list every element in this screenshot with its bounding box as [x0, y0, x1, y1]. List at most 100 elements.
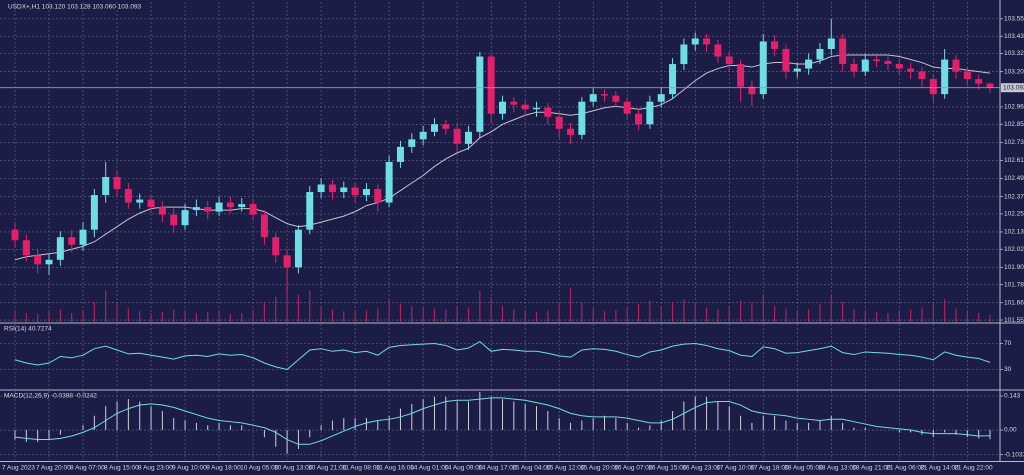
candle-body	[34, 255, 42, 265]
x-tick-label: 10 Aug 21:00	[308, 465, 347, 472]
current-price-label: 103.093	[1003, 84, 1024, 91]
candle-body	[45, 259, 53, 265]
candle-body	[703, 38, 711, 45]
x-tick-label: 18 Aug 13:00	[818, 465, 857, 472]
candle-body	[748, 86, 756, 95]
candle-body	[453, 128, 461, 144]
candle-body	[691, 38, 699, 45]
y-tick-label: 103.435	[1004, 33, 1024, 40]
candle-body	[680, 44, 688, 65]
candle-body	[975, 79, 983, 84]
candle-body	[113, 176, 121, 190]
candle-body	[963, 71, 971, 80]
current-price-box	[1001, 83, 1024, 93]
candle-body	[544, 107, 552, 117]
x-tick-label: 14 Aug 17:00	[478, 465, 517, 472]
candle-body	[782, 48, 790, 72]
x-tick-label: 18 Aug 05:00	[784, 465, 823, 472]
candle-body	[385, 161, 393, 203]
candle-body	[442, 124, 450, 129]
candle-body	[941, 59, 949, 95]
candle-body	[147, 199, 155, 208]
candle-body	[816, 48, 824, 60]
candle-body	[714, 44, 722, 57]
candle-body	[362, 189, 370, 196]
candle-body	[90, 195, 98, 230]
y-tick-label: 102.610	[1004, 157, 1024, 164]
candle-body	[907, 68, 915, 72]
x-tick-label: 21 Aug 14:00	[920, 465, 959, 472]
y-tick-label: 101.665	[1004, 299, 1024, 306]
x-tick-label: 9 Aug 10:00	[172, 465, 207, 472]
candle-body	[601, 94, 609, 96]
candle-body	[158, 207, 166, 215]
candle-body	[294, 229, 302, 268]
candle-body	[635, 113, 643, 125]
y-tick-label: 102.965	[1004, 104, 1024, 111]
x-tick-label: 17 Aug 10:00	[716, 465, 755, 472]
candle-body	[725, 56, 733, 65]
candle-body	[272, 237, 280, 256]
candle-body	[68, 237, 76, 245]
moving-average	[14, 54, 991, 261]
candle-body	[102, 176, 110, 196]
y-tick-label: 102.370	[1004, 193, 1024, 200]
candle-body	[567, 128, 575, 135]
x-tick-label: 14 Aug 01:00	[410, 465, 449, 472]
candle-body	[249, 204, 257, 215]
x-tick-label: 11 Aug 08:00	[342, 465, 380, 472]
y-tick-label: 0.143	[1004, 393, 1021, 400]
candle-body	[317, 184, 325, 193]
x-tick-label: 15 Aug 12:00	[546, 465, 585, 472]
macd-title: MACD(12,26,9) -0.0388 -0.0242	[4, 393, 97, 400]
y-tick-label: 102.490	[1004, 175, 1024, 182]
x-tick-label: 9 Aug 18:00	[206, 465, 241, 472]
candle-body	[623, 101, 631, 114]
candle-body	[827, 38, 835, 49]
candle-body	[533, 107, 541, 110]
candle-body	[986, 83, 994, 88]
x-tick-label: 14 Aug 09:00	[444, 465, 483, 472]
rsi-title: RSI(14) 40.7274	[4, 326, 52, 333]
candle-body	[771, 41, 779, 49]
x-tick-label: 21 Aug 22:00	[954, 465, 993, 472]
y-tick-label: 101.900	[1004, 264, 1024, 271]
candle-body	[79, 229, 87, 245]
candle-body	[646, 101, 654, 125]
candle-body	[56, 237, 64, 260]
x-tick-label: 21 Aug 06:00	[886, 465, 925, 472]
candle-body	[487, 56, 495, 114]
candle-body	[952, 59, 960, 72]
x-tick-label: 16 Aug 23:00	[682, 465, 721, 472]
candle-body	[657, 94, 665, 102]
x-tick-label: 11 Aug 16:00	[376, 465, 414, 472]
candle-body	[215, 202, 223, 212]
candle-body	[578, 101, 586, 135]
candle-body	[669, 64, 677, 95]
x-tick-label: 15 Aug 04:00	[512, 465, 551, 472]
candle-body	[238, 204, 246, 208]
x-tick-label: 7 Aug 2023	[2, 465, 35, 472]
y-tick-label: 30	[1004, 366, 1012, 373]
candle-body	[374, 189, 382, 203]
y-tick-label: 102.020	[1004, 246, 1024, 253]
candle-body	[793, 68, 801, 72]
candle-body	[306, 192, 314, 230]
candle-body	[476, 56, 484, 132]
candle-body	[850, 64, 858, 72]
y-tick-label: 102.730	[1004, 139, 1024, 146]
y-tick-label: 70	[1004, 340, 1012, 347]
candle-body	[464, 131, 472, 144]
chart-title: USDX+,H1 103.120 103.128 103.060 103.093	[8, 4, 142, 11]
y-tick-label: 103.550	[1004, 16, 1024, 23]
x-tick-label: 10 Aug 13:00	[274, 465, 313, 472]
candle-body	[226, 202, 234, 208]
y-tick-label: 102.135	[1004, 229, 1024, 236]
candle-body	[873, 59, 881, 62]
x-tick-label: 8 Aug 07:00	[70, 465, 105, 472]
y-tick-label: 101.785	[1004, 281, 1024, 288]
candle-body	[124, 189, 132, 203]
